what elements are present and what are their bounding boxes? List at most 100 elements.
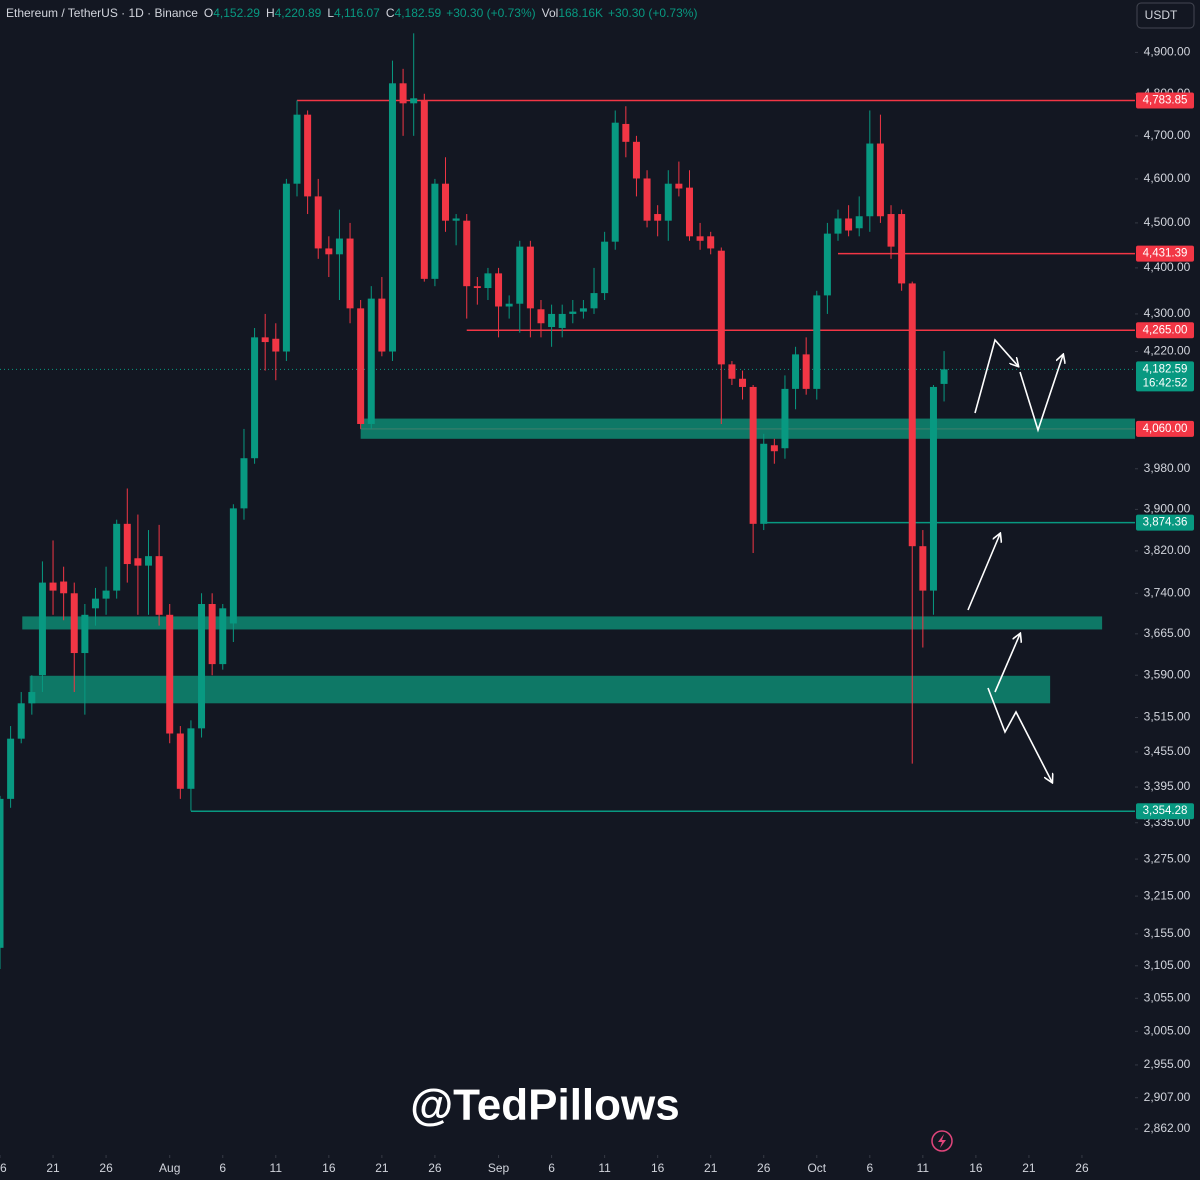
x-tick-label: Sep (488, 1161, 510, 1175)
y-tick-label: 4,900.00 (1144, 45, 1191, 59)
candle-body (495, 273, 503, 307)
x-tick-label: 11 (270, 1161, 283, 1175)
arrow (967, 534, 1000, 611)
y-tick-label: 4,500.00 (1144, 215, 1191, 229)
ohlc-value: 4,116.07 (334, 6, 380, 20)
candle-body (484, 273, 492, 289)
candle-body (813, 295, 821, 389)
candle-body (611, 122, 619, 242)
candle-body (876, 143, 884, 217)
annotation-arrows (967, 338, 1063, 782)
y-tick-label: 3,900.00 (1144, 502, 1191, 516)
y-tick-label: 4,300.00 (1144, 306, 1191, 320)
candle-body (866, 143, 874, 217)
candle-body (442, 183, 450, 221)
header: Ethereum / TetherUS · 1D · Binance O4,152… (6, 6, 697, 20)
volume-value: 168.16K (558, 6, 603, 20)
lightning-icon (931, 1130, 953, 1152)
candle-body (770, 445, 778, 452)
candle-body (81, 614, 89, 654)
x-tick-label: 21 (704, 1161, 718, 1175)
y-tick-label: 2,862.00 (1144, 1121, 1191, 1135)
y-tick-label: 4,400.00 (1144, 260, 1191, 274)
candle-body (526, 246, 534, 309)
candle-body (282, 183, 290, 352)
candle-body (70, 593, 78, 654)
candle-body (749, 386, 757, 524)
y-tick-label: 2,955.00 (1144, 1057, 1191, 1071)
y-tick-label: 3,740.00 (1144, 585, 1191, 599)
x-tick-label: 16 (969, 1161, 983, 1175)
zone (29, 675, 1051, 704)
y-tick-label: 3,590.00 (1144, 667, 1191, 681)
y-tick-label: 3,515.00 (1144, 710, 1191, 724)
candle-body (431, 183, 439, 279)
y-tick-label: 3,005.00 (1144, 1024, 1191, 1038)
x-tick-label: 26 (757, 1161, 771, 1175)
volume-change: +30.30 (+0.73%) (608, 6, 697, 20)
candle-body (60, 581, 68, 594)
candle-body (516, 246, 524, 304)
candle-body (728, 364, 736, 379)
candle-body (696, 236, 704, 241)
plot-area (0, 33, 1135, 970)
price-axis: 4,900.004,800.004,700.004,600.004,500.00… (1135, 45, 1191, 1135)
x-tick-label: 11 (917, 1161, 930, 1175)
candle-body (399, 83, 407, 104)
zone (360, 418, 1135, 439)
price-label: 4,431.39 (1143, 248, 1188, 260)
candle-body (187, 728, 195, 789)
candle-body (314, 196, 322, 249)
candle-body (622, 123, 630, 142)
candle-body (590, 293, 598, 309)
y-tick-label: 4,220.00 (1144, 344, 1191, 358)
x-tick-label: 16 (0, 1161, 7, 1175)
ohlc-value: 4,220.89 (275, 6, 322, 20)
candle-body (261, 337, 269, 343)
candle-body (548, 313, 556, 328)
y-tick-label: 4,700.00 (1144, 128, 1191, 142)
y-tick-label: 4,600.00 (1144, 171, 1191, 185)
volume-key: Vol (542, 6, 559, 20)
candle-body (929, 386, 937, 591)
last-price-box (1136, 361, 1194, 392)
candle-body (198, 604, 206, 729)
candle-body (505, 303, 513, 307)
candle-body (845, 218, 853, 231)
candle-body (134, 558, 142, 566)
candle-body (760, 443, 768, 524)
candle-body (707, 236, 715, 249)
x-tick-label: 6 (548, 1161, 555, 1175)
y-tick-label: 3,275.00 (1144, 851, 1191, 865)
price-label: 4,060.00 (1143, 423, 1188, 435)
y-tick-label: 3,215.00 (1144, 888, 1191, 902)
price-label-box (1136, 245, 1194, 262)
candle-body (452, 218, 460, 221)
price-label: 3,874.36 (1143, 517, 1188, 529)
candle-body (38, 582, 46, 676)
candle-body (781, 388, 789, 449)
candle-body (176, 733, 184, 789)
price-label-box (1136, 514, 1194, 531)
watermark: @TedPillows (410, 1081, 679, 1130)
y-tick-label: 3,455.00 (1144, 744, 1191, 758)
candle-body (887, 214, 895, 247)
candle-body (346, 238, 354, 309)
ohlc-value: 4,182.59 (395, 6, 442, 20)
x-tick-label: 16 (322, 1161, 336, 1175)
candle-body (739, 378, 747, 387)
candle-body (823, 233, 831, 296)
candle-body (558, 313, 566, 328)
candle-body (537, 309, 545, 324)
x-tick-label: 26 (99, 1161, 113, 1175)
candle-body (28, 692, 36, 704)
time-axis: 16 21 26 Aug 6 11 16 21 26 Sep 6 11 16 21 26 Oct 6 11 16 21… (0, 1155, 1089, 1175)
candle-body (91, 598, 99, 609)
price-label-box (1136, 322, 1194, 339)
candle-body (717, 250, 725, 365)
candle-body (685, 187, 693, 237)
x-tick-label: 16 (651, 1161, 665, 1175)
currency: USDT (1145, 8, 1178, 22)
